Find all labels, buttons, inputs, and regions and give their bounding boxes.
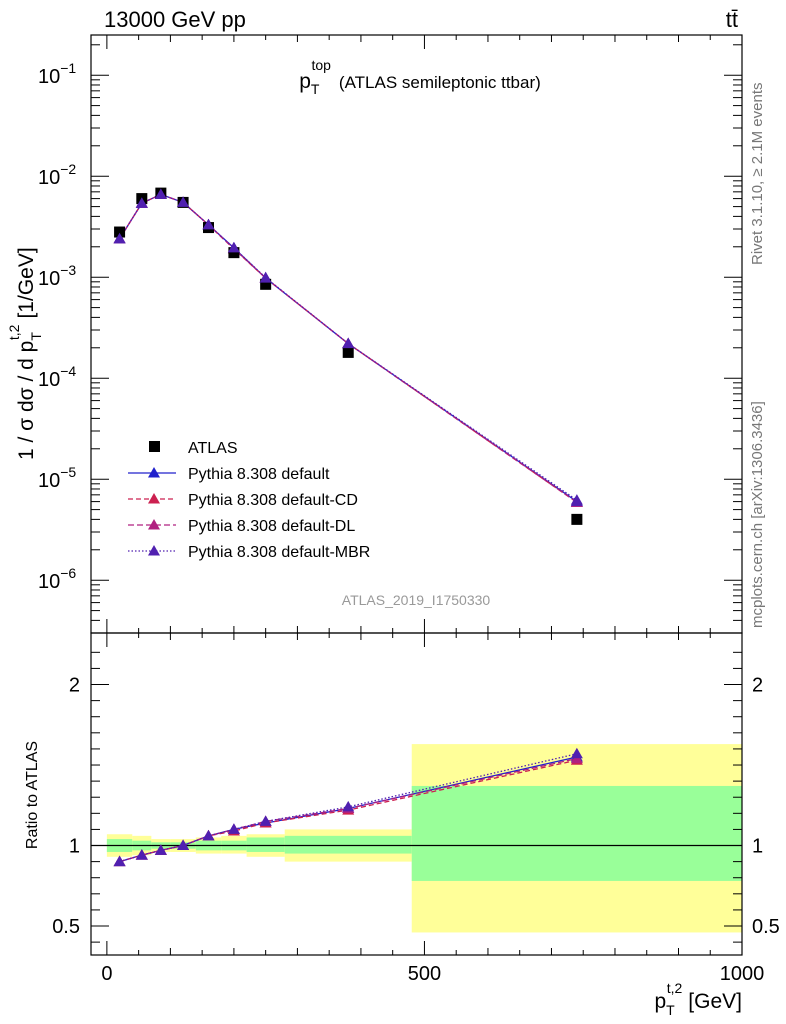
ratio-marker-3 — [135, 849, 148, 860]
y-tick-base: 10 — [38, 66, 60, 88]
y-tick-base: 10 — [38, 470, 60, 492]
title-sub: T — [311, 81, 320, 97]
ratio-marker-3 — [177, 839, 190, 851]
y-tick-exp: −3 — [60, 262, 76, 278]
series-marker-top — [227, 241, 240, 253]
data-point — [260, 278, 272, 290]
legend-label-2: Pythia 8.308 default-DL — [188, 518, 355, 535]
ratio-band-inner — [284, 835, 412, 854]
legend-label-3: Pythia 8.308 default-MBR — [188, 544, 370, 561]
ratio-marker-3 — [342, 800, 355, 812]
y-tick-exp: −1 — [60, 60, 76, 76]
x-tick-label: 0 — [101, 963, 112, 985]
ratio-marker-3 — [202, 829, 215, 841]
ratio-lines — [113, 747, 583, 867]
data-point — [228, 247, 240, 259]
y-tick-exp: −2 — [60, 161, 76, 177]
data-point — [571, 513, 583, 525]
x-tick-label: 1000 — [720, 963, 765, 985]
series-marker-top — [259, 272, 272, 283]
series-marker-top — [135, 197, 148, 208]
ratio-tick-label-left: 2 — [69, 675, 80, 697]
ratio-tick-label-right: 2 — [752, 675, 763, 697]
series-marker-top — [177, 196, 190, 207]
title-main: p — [299, 70, 311, 93]
ratio-band-inner — [246, 837, 285, 852]
mcplots-label: mcplots.cern.ch [arXiv:1306.3436] — [749, 401, 766, 628]
data-point — [342, 346, 354, 358]
legend-marker-3 — [148, 545, 160, 556]
x-axis-label: pTt,2 [GeV] — [654, 980, 742, 1018]
legend-marker-2 — [148, 519, 160, 530]
legend-label-1: Pythia 8.308 default-CD — [188, 492, 358, 509]
ratio-tick-label-right: 1 — [752, 836, 763, 858]
y-tick-exp: −6 — [60, 565, 76, 581]
legend-marker-data — [149, 441, 160, 452]
y-tick-label: 10−6 — [38, 565, 76, 593]
legend-label-data: ATLAS — [188, 440, 238, 457]
y-label-prefix: 1 / σ dσ / d p — [15, 341, 38, 460]
main-points — [113, 187, 583, 525]
ratio-tick-label-right: 0.5 — [752, 916, 780, 938]
y-tick-exp: −4 — [60, 363, 76, 379]
x-label-unit: [GeV] — [688, 990, 742, 1013]
ratio-marker-3 — [227, 823, 240, 834]
series-marker-top — [154, 188, 167, 199]
rivet-label: Rivet 3.1.10, ≥ 2.1M events — [749, 83, 766, 266]
series-marker-top — [202, 218, 215, 230]
header-left: 13000 GeV pp — [104, 7, 246, 32]
ratio-frame — [90, 632, 743, 956]
analysis-watermark: ATLAS_2019_I1750330 — [342, 592, 491, 608]
ratio-line-3 — [119, 753, 578, 863]
series-marker-top — [113, 232, 126, 244]
x-label-sub: T — [666, 1002, 675, 1018]
y-tick-base: 10 — [38, 571, 60, 593]
ratio-tick-label-left: 1 — [69, 836, 80, 858]
legend-marker-0 — [148, 467, 160, 478]
plot-title: pTtop (ATLAS semileptonic ttbar) — [299, 57, 541, 97]
ratio-tick-label-left: 0.5 — [52, 916, 80, 938]
ratio-band-inner — [411, 785, 742, 881]
ratio-axis-label: Ratio to ATLAS — [24, 741, 41, 849]
y-tick-label: 10−4 — [38, 363, 76, 391]
x-label-main: p — [654, 990, 666, 1013]
y-axis-label: 1 / σ dσ / d pTt,2 [1/GeV] — [6, 247, 44, 460]
x-tick-label: 500 — [408, 963, 441, 985]
y-tick-label: 10−3 — [38, 262, 76, 290]
legend-marker-1 — [148, 493, 160, 504]
title-rest: (ATLAS semileptonic ttbar) — [339, 73, 541, 92]
y-label-sub: T — [28, 332, 44, 341]
y-label-unit: [1/GeV] — [15, 247, 38, 318]
ratio-marker-3 — [570, 747, 583, 759]
y-tick-base: 10 — [38, 167, 60, 189]
title-sup: top — [311, 57, 331, 73]
y-tick-base: 10 — [38, 369, 60, 391]
ratio-marker-3 — [259, 815, 272, 826]
header-right: tt̄ — [726, 7, 738, 32]
y-tick-label: 10−5 — [38, 464, 76, 492]
series-marker-top — [342, 337, 355, 349]
ratio-marker-3 — [113, 855, 126, 867]
ratio-marker-3 — [154, 844, 167, 855]
ratio-bands — [91, 744, 742, 933]
y-tick-base: 10 — [38, 268, 60, 290]
legend: ATLAS Pythia 8.308 default Pythia 8.308 de… — [128, 440, 370, 561]
y-label-sup: t,2 — [6, 324, 22, 340]
y-tick-exp: −5 — [60, 464, 76, 480]
legend-label-0: Pythia 8.308 default — [188, 466, 330, 483]
data-point — [114, 226, 126, 238]
x-label-sup: t,2 — [667, 980, 683, 996]
y-tick-label: 10−1 — [38, 60, 76, 88]
series-marker-top — [570, 495, 583, 507]
y-tick-label: 10−2 — [38, 161, 76, 189]
